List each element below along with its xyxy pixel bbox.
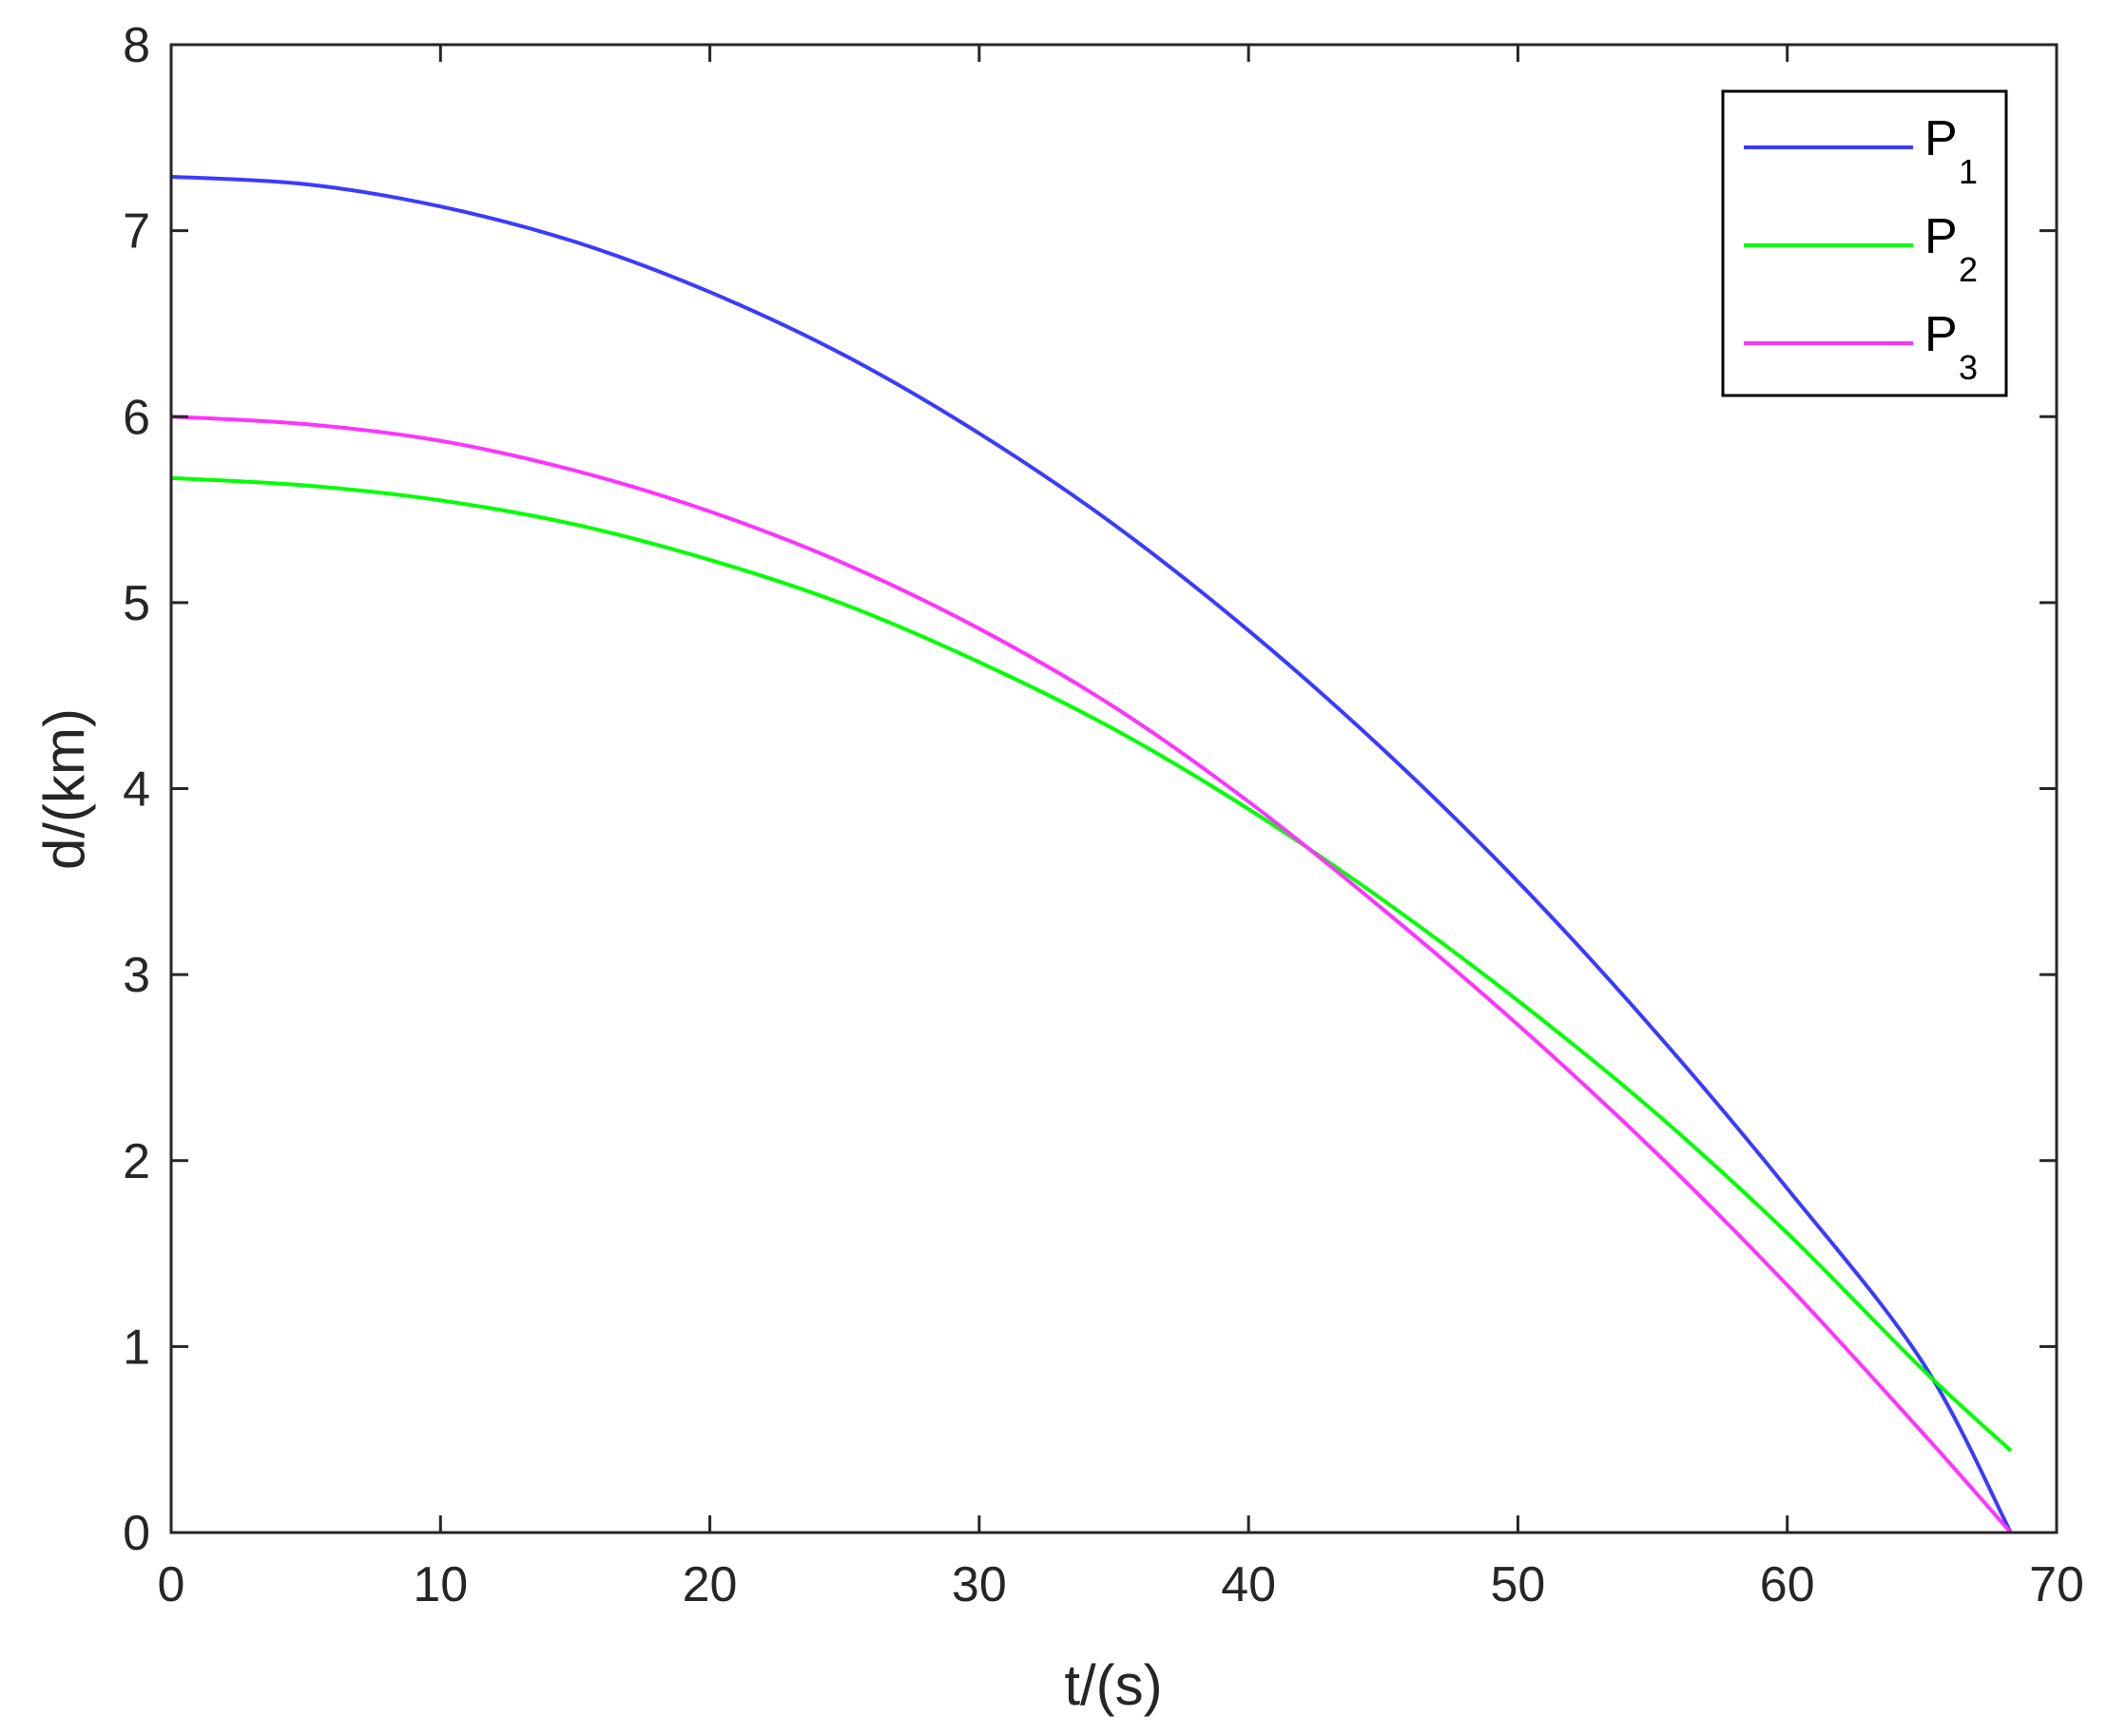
legend-label: P — [1924, 209, 1958, 264]
series-line-P3 — [170, 415, 2013, 1534]
y-tick-label: 1 — [123, 1320, 150, 1375]
plot-frame — [169, 43, 2059, 1534]
tick-layer: 0 10 20 30 40 50 60 70 0 1 2 3 4 5 6 7 8 — [123, 18, 2084, 1612]
series-line-P2 — [170, 475, 2013, 1453]
x-tick-label: 20 — [683, 1557, 738, 1612]
series-line-P1 — [170, 174, 2013, 1533]
y-tick-label: 4 — [123, 762, 150, 818]
y-axis-label: d/(km) — [32, 708, 96, 870]
legend-label-subscript: 3 — [1959, 348, 1978, 387]
y-tick-label: 3 — [123, 948, 150, 1003]
y-tick-label: 2 — [123, 1134, 150, 1189]
y-tick-label: 8 — [123, 18, 150, 73]
x-tick-label: 40 — [1221, 1557, 1276, 1612]
series-layer — [170, 174, 2013, 1534]
x-axis-label: t/(s) — [1064, 1653, 1162, 1717]
legend-label: P — [1924, 111, 1958, 166]
x-tick-label: 30 — [952, 1557, 1007, 1612]
legend-label-subscript: 1 — [1959, 152, 1978, 191]
x-tick-label: 70 — [2029, 1557, 2084, 1612]
y-tick-label: 7 — [123, 204, 150, 260]
x-tick-label: 0 — [158, 1557, 185, 1612]
x-tick-label: 60 — [1760, 1557, 1815, 1612]
y-tick-label: 5 — [123, 576, 150, 631]
legend-label: P — [1924, 307, 1958, 362]
x-tick-label: 10 — [413, 1557, 468, 1612]
legend-label-subscript: 2 — [1959, 250, 1978, 289]
y-tick-label: 6 — [123, 390, 150, 445]
y-tick-label: 0 — [123, 1506, 150, 1561]
x-tick-label: 50 — [1491, 1557, 1546, 1612]
